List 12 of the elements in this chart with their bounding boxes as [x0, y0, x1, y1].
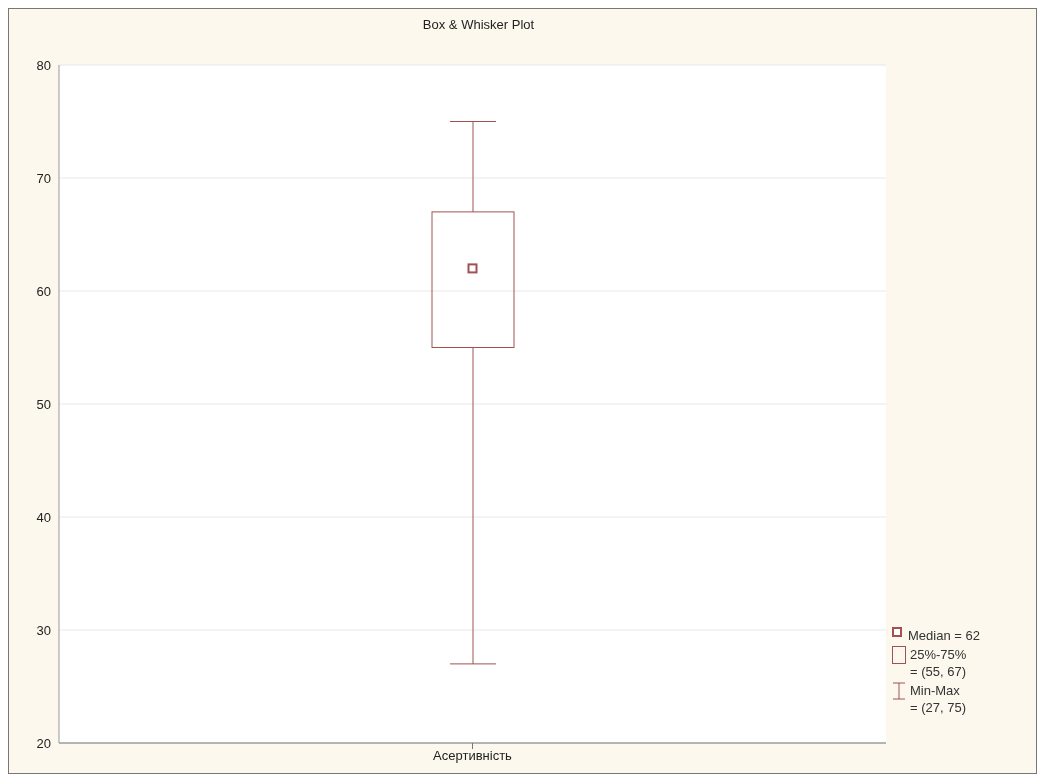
y-tick-label: 70: [36, 170, 51, 186]
y-tick-label: 80: [36, 57, 51, 73]
y-tick-label: 20: [36, 735, 51, 751]
y-tick-label: 40: [36, 509, 51, 525]
y-tick-label: 60: [36, 283, 51, 299]
text: Min-Max = (27, 75): [910, 682, 967, 716]
y-tick-label: 30: [36, 622, 51, 638]
text: 25%-75% = (55, 67): [910, 646, 967, 680]
x-tick-label: Асертивність: [433, 748, 513, 764]
y-tick-label: 50: [36, 396, 51, 412]
text: Median = 62: [908, 627, 980, 644]
chart-title: Box & Whisker Plot: [421, 17, 536, 32]
